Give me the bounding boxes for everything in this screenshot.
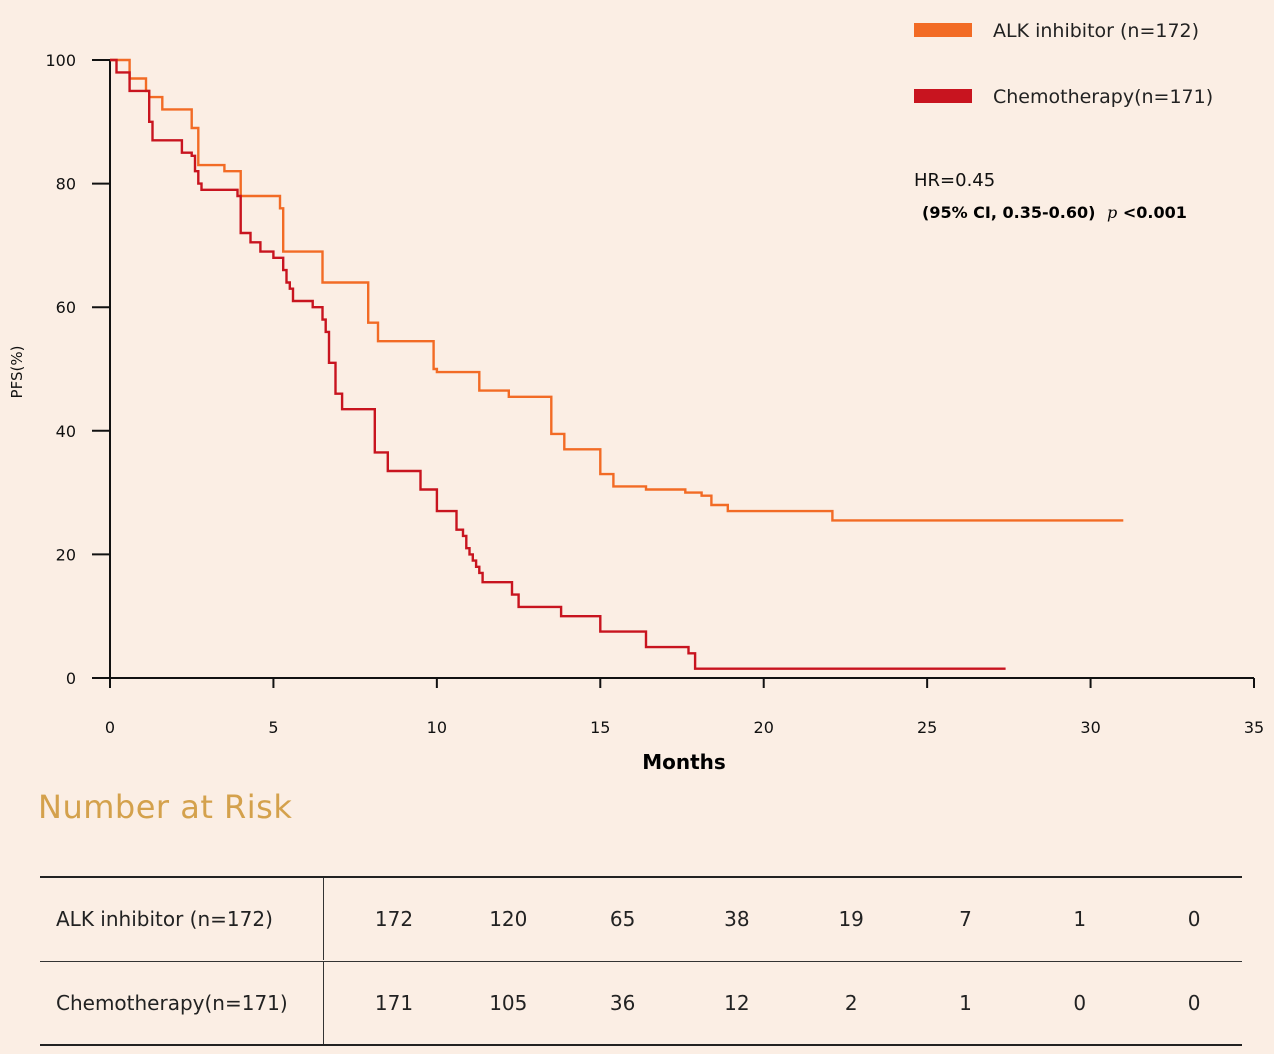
risk-cell: 1 bbox=[959, 991, 972, 1015]
series-line-1 bbox=[110, 58, 1006, 670]
risk-row-cells: 171 105 36 12 2 1 0 0 bbox=[324, 962, 1242, 1044]
x-tick-label: 15 bbox=[590, 718, 610, 737]
y-tick-label: 100 bbox=[45, 51, 76, 70]
legend: ALK inhibitor (n=172) Chemotherapy(n=171) bbox=[914, 20, 1213, 108]
risk-row-chemo: Chemotherapy(n=171) 171 105 36 12 2 1 0 0 bbox=[40, 961, 1242, 1044]
legend-swatch bbox=[914, 89, 972, 103]
risk-cell: 1 bbox=[1073, 907, 1087, 931]
hazard-ratio: HR=0.45 bbox=[914, 170, 995, 191]
risk-cell: 120 bbox=[489, 907, 528, 931]
risk-cell: 38 bbox=[724, 907, 750, 931]
risk-cell: 7 bbox=[959, 907, 972, 931]
x-tick-label: 20 bbox=[754, 718, 774, 737]
y-tick-label: 0 bbox=[66, 669, 76, 688]
legend-label: ALK inhibitor (n=172) bbox=[993, 20, 1199, 42]
legend-label: Chemotherapy(n=171) bbox=[993, 86, 1213, 108]
risk-cell: 105 bbox=[489, 991, 528, 1015]
risk-cell: 12 bbox=[724, 991, 750, 1015]
risk-cell: 172 bbox=[374, 907, 414, 931]
x-tick-label: 5 bbox=[268, 718, 278, 737]
risk-cell: 0 bbox=[1187, 907, 1201, 931]
risk-row-label: ALK inhibitor (n=172) bbox=[40, 878, 324, 960]
risk-table-title: Number at Risk bbox=[38, 788, 293, 826]
risk-cell: 0 bbox=[1187, 991, 1201, 1015]
risk-cell: 0 bbox=[1073, 991, 1087, 1015]
x-axis-label: Months bbox=[642, 750, 726, 774]
series-line-0 bbox=[110, 58, 1124, 522]
risk-cell: 2 bbox=[844, 991, 858, 1015]
p-value: <0.001 bbox=[1123, 203, 1187, 222]
legend-swatch bbox=[914, 23, 972, 37]
risk-table: ALK inhibitor (n=172) 172 120 65 38 19 7 1 0 Ch… bbox=[40, 876, 1242, 1046]
risk-cell: 65 bbox=[609, 907, 636, 931]
risk-row-label: Chemotherapy(n=171) bbox=[40, 962, 324, 1044]
y-tick-label: 80 bbox=[56, 175, 76, 194]
y-tick-label: 20 bbox=[56, 545, 76, 564]
p-symbol: p bbox=[1107, 203, 1117, 222]
y-tick-label: 40 bbox=[56, 422, 76, 441]
risk-cell: 19 bbox=[838, 907, 864, 931]
curves bbox=[110, 58, 1124, 670]
risk-row-alk: ALK inhibitor (n=172) 172 120 65 38 19 7 1 0 bbox=[40, 878, 1242, 960]
axes: 0 5 10 15 20 25 30 35 0 20 40 60 80 100 bbox=[45, 51, 1264, 737]
y-axis-label: PFS(%) bbox=[8, 346, 26, 399]
km-plot: 0 5 10 15 20 25 30 35 0 20 40 60 80 100 ALK inhibitor… bbox=[8, 20, 1264, 774]
confidence-interval: (95% CI, 0.35-0.60) p <0.001 bbox=[922, 203, 1187, 222]
x-tick-label: 30 bbox=[1080, 718, 1100, 737]
risk-cell: 36 bbox=[609, 991, 636, 1015]
x-tick-label: 35 bbox=[1244, 718, 1264, 737]
risk-cell: 171 bbox=[374, 991, 414, 1015]
risk-row-cells: 172 120 65 38 19 7 1 0 bbox=[324, 878, 1242, 960]
x-tick-label: 0 bbox=[105, 718, 115, 737]
x-tick-label: 25 bbox=[917, 718, 937, 737]
ci-range: (95% CI, 0.35-0.60) bbox=[922, 203, 1095, 222]
x-tick-label: 10 bbox=[427, 718, 447, 737]
y-tick-label: 60 bbox=[56, 298, 76, 317]
